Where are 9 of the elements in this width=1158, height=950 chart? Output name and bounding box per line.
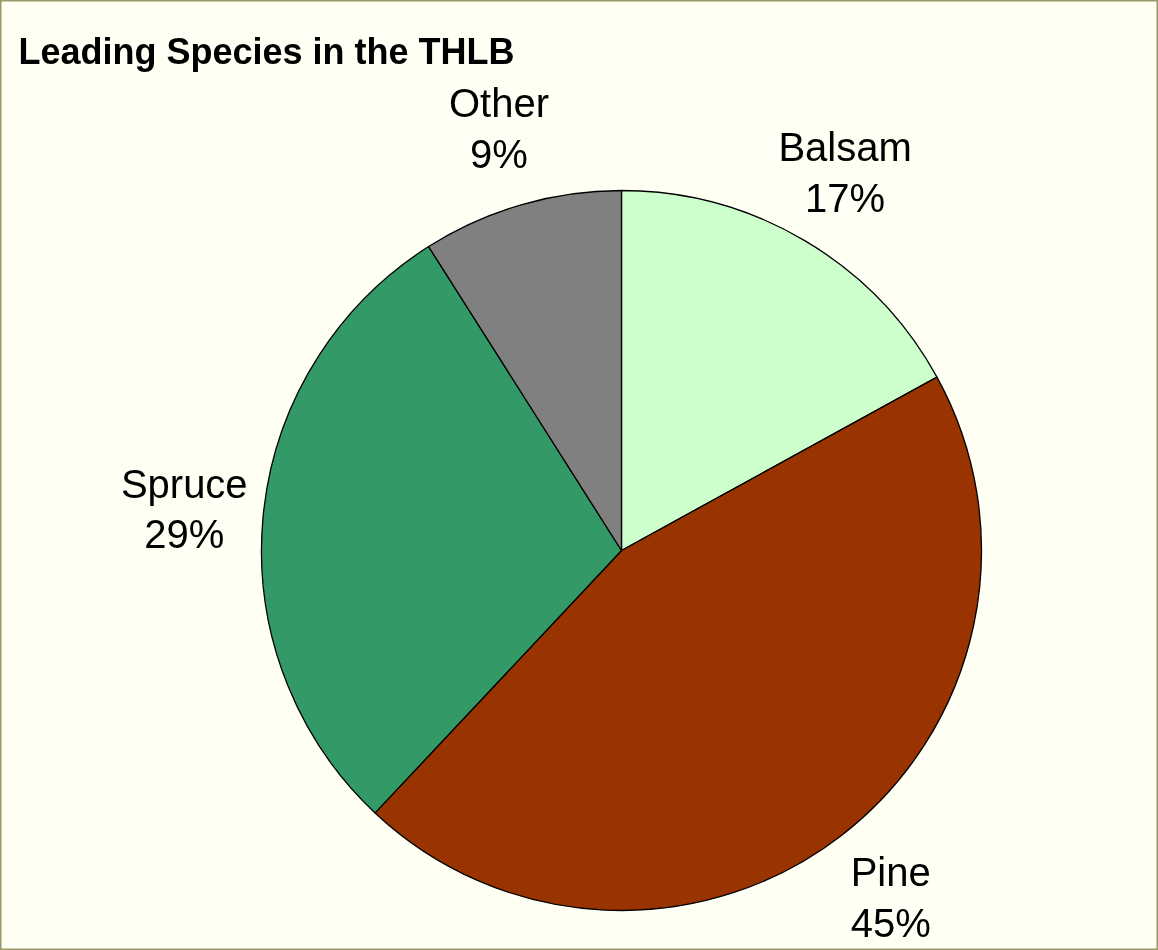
slice-label: Balsam xyxy=(778,125,912,170)
data-label: 29% xyxy=(144,512,225,557)
chart-title: Leading Species in the THLB xyxy=(18,30,515,72)
slice-label: Spruce xyxy=(120,461,248,506)
data-label: 17% xyxy=(805,175,886,220)
slice-label: Pine xyxy=(850,850,931,895)
slice-label: Other xyxy=(448,81,549,126)
data-label: 45% xyxy=(850,900,931,945)
data-label: 9% xyxy=(470,132,528,177)
